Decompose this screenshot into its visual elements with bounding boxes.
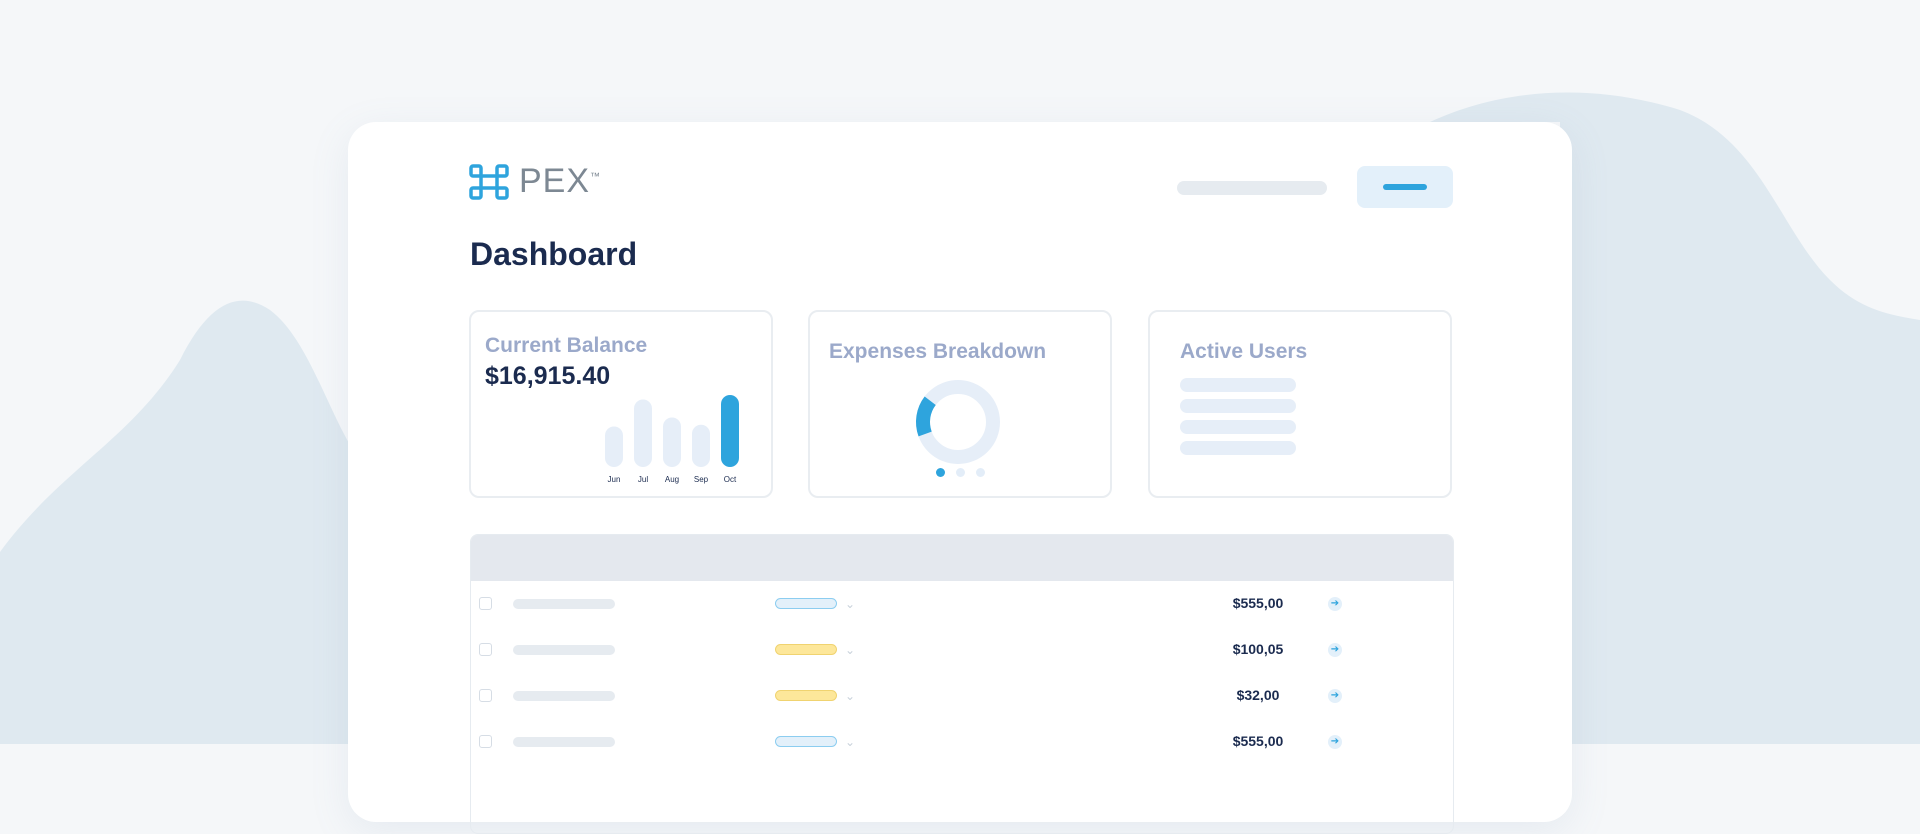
user-placeholder — [1180, 420, 1296, 434]
app-window: PEX™ Dashboard Current Balance $16,915.4… — [348, 122, 1572, 834]
row-amount: $555,00 — [1232, 733, 1284, 749]
carousel-dots — [936, 468, 985, 477]
user-placeholder — [1180, 399, 1296, 413]
row-checkbox[interactable] — [479, 643, 492, 656]
row-name-placeholder — [513, 645, 615, 655]
table-row[interactable]: ⌄ $100,05 ➔ — [471, 627, 1453, 673]
chart-tick-label: Sep — [694, 475, 709, 484]
chart-bar — [692, 424, 710, 467]
page-title: Dashboard — [470, 236, 638, 272]
table-row[interactable]: ⌄ $32,00 ➔ — [471, 673, 1453, 719]
button-placeholder — [1383, 184, 1427, 190]
status-pill[interactable] — [775, 644, 837, 655]
arrow-right-icon[interactable]: ➔ — [1328, 597, 1342, 611]
row-name-placeholder — [513, 737, 615, 747]
background-shapes — [0, 92, 1920, 744]
table-row[interactable]: ⌄ $555,00 ➔ — [471, 581, 1453, 627]
arrow-right-icon[interactable]: ➔ — [1328, 643, 1342, 657]
carousel-dot[interactable] — [936, 468, 945, 477]
status-pill[interactable] — [775, 736, 837, 747]
row-checkbox[interactable] — [479, 689, 492, 702]
card-title: Current Balance — [485, 334, 648, 357]
chart-tick-label: Oct — [724, 475, 737, 484]
chart-bar — [721, 395, 739, 467]
expenses-breakdown-card[interactable]: Expenses Breakdown — [808, 310, 1112, 498]
transactions-table: ⌄ $555,00 ➔ ⌄ $100,05 ➔ ⌄ $32,00 ➔ ⌄ $555,00 ➔ — [470, 534, 1454, 834]
arrow-right-icon[interactable]: ➔ — [1328, 689, 1342, 703]
chart-bar — [634, 399, 652, 467]
row-checkbox[interactable] — [479, 597, 492, 610]
row-name-placeholder — [513, 599, 615, 609]
chevron-down-icon[interactable]: ⌄ — [845, 597, 856, 611]
arrow-right-icon[interactable]: ➔ — [1328, 735, 1342, 749]
table-row[interactable]: ⌄ $555,00 ➔ — [471, 719, 1453, 765]
card-title: Active Users — [1180, 340, 1308, 363]
chart-bar — [663, 417, 681, 467]
status-pill[interactable] — [775, 598, 837, 609]
row-amount: $555,00 — [1232, 595, 1284, 611]
chevron-down-icon[interactable]: ⌄ — [845, 735, 856, 749]
user-placeholder — [1180, 378, 1296, 392]
header-action-button[interactable] — [1357, 166, 1453, 208]
expenses-donut-chart — [916, 380, 1000, 464]
chevron-down-icon[interactable]: ⌄ — [845, 643, 856, 657]
chart-tick-label: Jun — [608, 475, 621, 484]
pex-logo-icon — [469, 163, 509, 200]
chart-tick-label: Aug — [665, 475, 679, 484]
status-pill[interactable] — [775, 690, 837, 701]
row-name-placeholder — [513, 691, 615, 701]
balance-bar-chart: Jun Jul Aug Sep Oct — [605, 395, 739, 484]
table-header — [471, 535, 1453, 581]
row-checkbox[interactable] — [479, 735, 492, 748]
row-amount: $32,00 — [1236, 687, 1280, 703]
chevron-down-icon[interactable]: ⌄ — [845, 689, 856, 703]
row-amount: $100,05 — [1232, 641, 1284, 657]
header-placeholder — [1177, 181, 1327, 195]
pex-logo: PEX™ — [469, 162, 601, 201]
carousel-dot[interactable] — [976, 468, 985, 477]
chart-bar — [605, 426, 623, 467]
logo-wordmark: PEX™ — [519, 162, 602, 200]
card-title: Expenses Breakdown — [829, 340, 1047, 363]
chart-tick-label: Jul — [638, 475, 648, 484]
active-users-card[interactable]: Active Users — [1148, 310, 1452, 498]
carousel-dot[interactable] — [956, 468, 965, 477]
user-placeholder — [1180, 441, 1296, 455]
current-balance-card[interactable]: Current Balance $16,915.40 Jun Jul Aug Sep O… — [469, 310, 773, 498]
balance-value: $16,915.40 — [485, 362, 611, 390]
